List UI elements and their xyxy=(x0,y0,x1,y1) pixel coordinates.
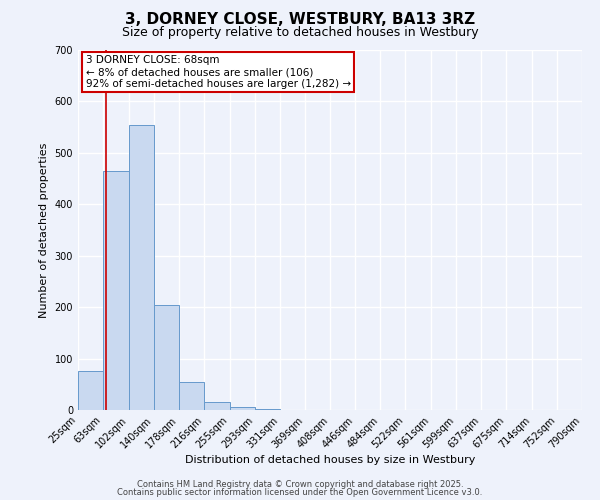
X-axis label: Distribution of detached houses by size in Westbury: Distribution of detached houses by size … xyxy=(185,456,475,466)
Bar xyxy=(204,402,230,410)
Text: Size of property relative to detached houses in Westbury: Size of property relative to detached ho… xyxy=(122,26,478,39)
Bar xyxy=(154,304,179,410)
Bar xyxy=(103,171,129,410)
Bar xyxy=(129,124,154,410)
Text: 3 DORNEY CLOSE: 68sqm
← 8% of detached houses are smaller (106)
92% of semi-deta: 3 DORNEY CLOSE: 68sqm ← 8% of detached h… xyxy=(86,56,350,88)
Y-axis label: Number of detached properties: Number of detached properties xyxy=(39,142,49,318)
Text: Contains public sector information licensed under the Open Government Licence v3: Contains public sector information licen… xyxy=(118,488,482,497)
Text: 3, DORNEY CLOSE, WESTBURY, BA13 3RZ: 3, DORNEY CLOSE, WESTBURY, BA13 3RZ xyxy=(125,12,475,28)
Text: Contains HM Land Registry data © Crown copyright and database right 2025.: Contains HM Land Registry data © Crown c… xyxy=(137,480,463,489)
Bar xyxy=(179,382,204,410)
Bar xyxy=(230,408,254,410)
Bar xyxy=(78,372,103,410)
Bar xyxy=(254,409,280,410)
